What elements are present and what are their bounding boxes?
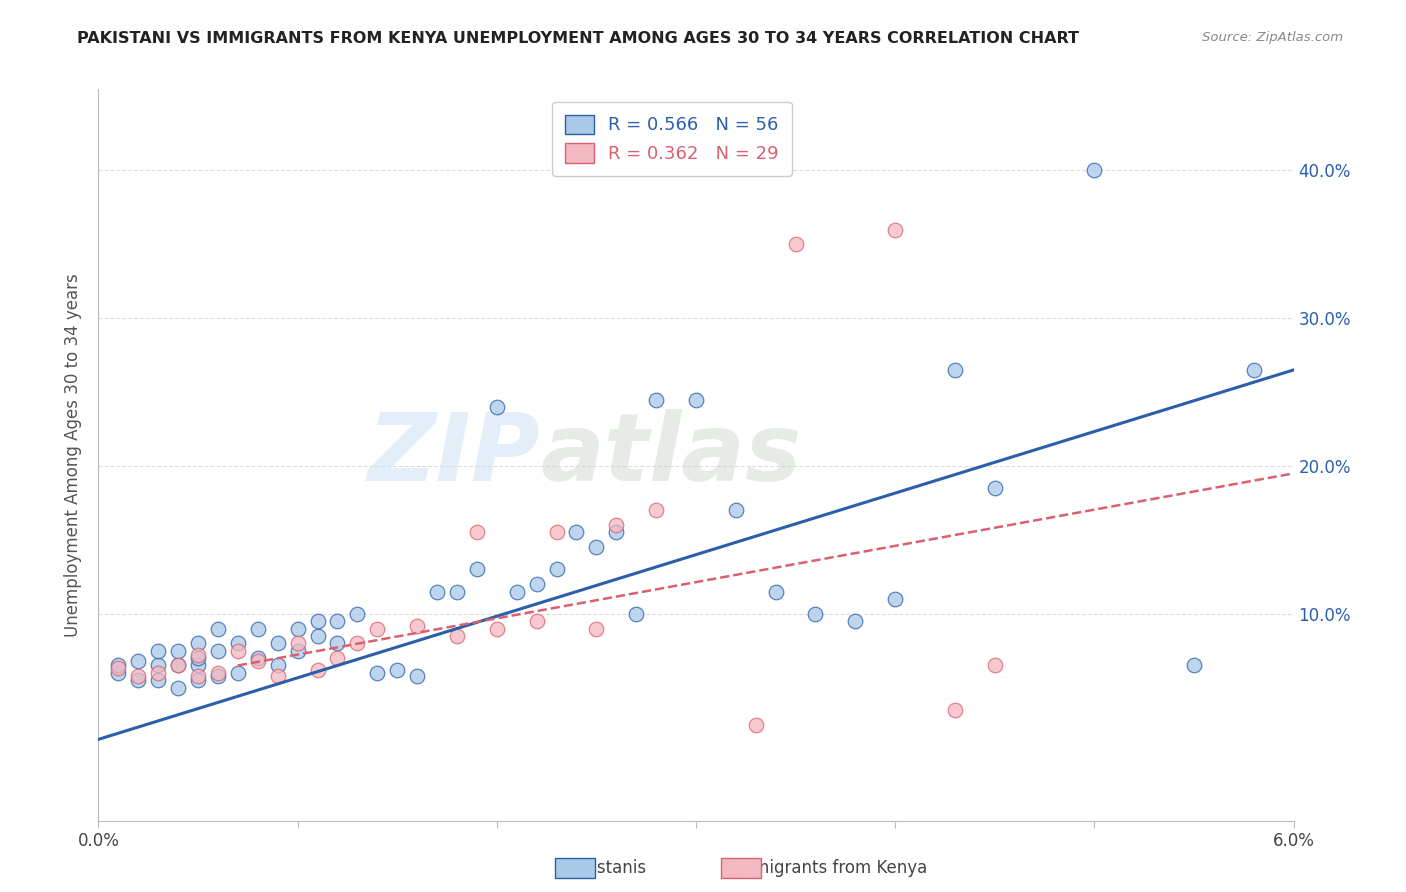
Y-axis label: Unemployment Among Ages 30 to 34 years: Unemployment Among Ages 30 to 34 years — [63, 273, 82, 637]
Point — [267, 636, 290, 650]
Point — [804, 607, 827, 621]
Point — [1243, 363, 1265, 377]
Point — [385, 663, 409, 677]
Point — [506, 584, 529, 599]
Point — [307, 663, 329, 677]
Point — [546, 525, 568, 540]
Point — [326, 614, 349, 628]
Point — [884, 592, 907, 607]
Point — [287, 636, 309, 650]
Point — [226, 636, 249, 650]
Text: ZIP: ZIP — [368, 409, 541, 501]
Point — [148, 643, 170, 657]
Point — [148, 673, 170, 688]
Point — [645, 503, 668, 517]
Point — [645, 392, 668, 407]
Point — [446, 629, 468, 643]
Point — [943, 363, 966, 377]
Point — [307, 629, 329, 643]
Point — [605, 525, 627, 540]
Point — [724, 503, 747, 517]
Text: Pakistanis: Pakistanis — [562, 859, 647, 877]
Point — [465, 562, 488, 576]
Point — [406, 618, 429, 632]
Text: Immigrants from Kenya: Immigrants from Kenya — [733, 859, 927, 877]
Point — [546, 562, 568, 576]
Point — [187, 651, 209, 665]
Point — [585, 622, 607, 636]
Point — [167, 643, 190, 657]
Point — [107, 658, 129, 673]
Point — [605, 518, 627, 533]
Text: atlas: atlas — [541, 409, 801, 501]
Point — [267, 658, 290, 673]
Point — [207, 622, 229, 636]
Point — [226, 665, 249, 680]
Point — [127, 669, 149, 683]
Point — [485, 400, 508, 414]
Point — [307, 614, 329, 628]
Point — [485, 622, 508, 636]
Point — [207, 643, 229, 657]
Point — [884, 222, 907, 236]
Point — [446, 584, 468, 599]
Point — [785, 237, 807, 252]
Point — [406, 669, 429, 683]
Point — [148, 658, 170, 673]
Point — [187, 648, 209, 662]
Point — [267, 669, 290, 683]
Point — [526, 577, 548, 591]
Point — [207, 665, 229, 680]
Point — [526, 614, 548, 628]
Point — [984, 658, 1007, 673]
Text: Source: ZipAtlas.com: Source: ZipAtlas.com — [1202, 31, 1343, 45]
Point — [187, 669, 209, 683]
Point — [107, 665, 129, 680]
Text: PAKISTANI VS IMMIGRANTS FROM KENYA UNEMPLOYMENT AMONG AGES 30 TO 34 YEARS CORREL: PAKISTANI VS IMMIGRANTS FROM KENYA UNEMP… — [77, 31, 1080, 46]
Point — [943, 703, 966, 717]
Point — [246, 651, 269, 665]
Point — [226, 643, 249, 657]
Point — [626, 607, 648, 621]
Point — [984, 481, 1007, 495]
Point — [187, 673, 209, 688]
Legend: R = 0.566   N = 56, R = 0.362   N = 29: R = 0.566 N = 56, R = 0.362 N = 29 — [553, 102, 792, 176]
Point — [127, 654, 149, 668]
Point — [465, 525, 488, 540]
Point — [107, 661, 129, 675]
Point — [565, 525, 588, 540]
Point — [187, 636, 209, 650]
Point — [765, 584, 787, 599]
Point — [326, 651, 349, 665]
Point — [366, 665, 388, 680]
Point — [207, 669, 229, 683]
Point — [1182, 658, 1205, 673]
Point — [585, 541, 607, 555]
Point — [685, 392, 707, 407]
Point — [366, 622, 388, 636]
Point — [346, 607, 368, 621]
Point — [745, 717, 768, 731]
Point — [426, 584, 449, 599]
Point — [287, 622, 309, 636]
Point — [246, 654, 269, 668]
Point — [246, 622, 269, 636]
Point — [167, 658, 190, 673]
Point — [167, 658, 190, 673]
Point — [167, 681, 190, 695]
Point — [287, 643, 309, 657]
Point — [346, 636, 368, 650]
Point — [187, 658, 209, 673]
Point — [1083, 163, 1105, 178]
Point — [148, 665, 170, 680]
Point — [844, 614, 866, 628]
Point — [127, 673, 149, 688]
Point — [326, 636, 349, 650]
